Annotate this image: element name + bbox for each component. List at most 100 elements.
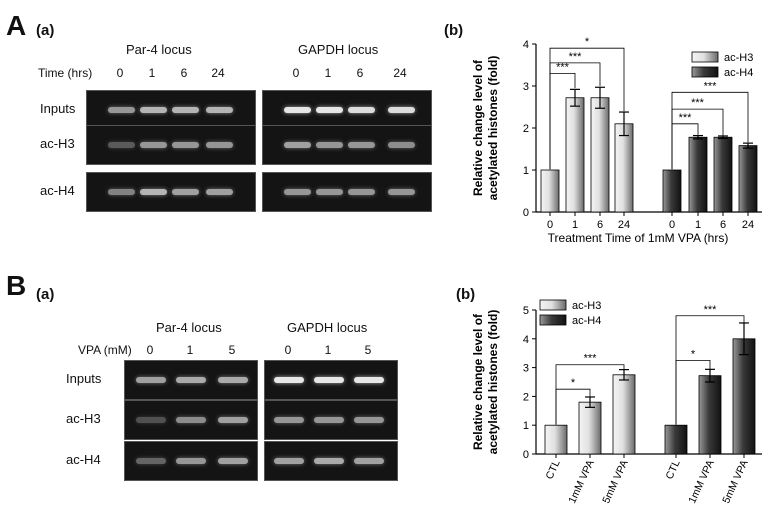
bar bbox=[612, 374, 636, 455]
gel-a-locus-1: Par-4 locus bbox=[126, 42, 192, 57]
panel-b-sub-a: (a) bbox=[36, 286, 55, 303]
gel-band bbox=[171, 107, 199, 113]
significance-bracket bbox=[675, 315, 745, 425]
bar bbox=[732, 338, 756, 455]
gel-strip bbox=[264, 441, 398, 481]
lane-label: 0 bbox=[292, 66, 300, 80]
legend-swatch bbox=[691, 51, 719, 63]
y-tick-label: 3 bbox=[523, 81, 529, 93]
gel-band bbox=[171, 189, 199, 195]
lane-label: 0 bbox=[284, 343, 292, 357]
legend-label: ac-H3 bbox=[572, 300, 601, 312]
lane-label: 5 bbox=[364, 343, 372, 357]
gel-band bbox=[205, 142, 233, 148]
legend-label: ac-H3 bbox=[724, 52, 753, 64]
bar bbox=[664, 424, 688, 455]
gel-band bbox=[274, 377, 304, 383]
y-tick-label: 5 bbox=[523, 305, 529, 317]
gel-b-locus-1: Par-4 locus bbox=[156, 320, 222, 335]
row-label: Inputs bbox=[66, 371, 102, 386]
x-axis-label: Treatment Time of 1mM VPA (hrs) bbox=[548, 231, 729, 245]
x-tick-label: 1 bbox=[572, 219, 578, 231]
x-tick-label: 24 bbox=[618, 219, 630, 231]
y-axis-label: Relative change level ofacetylated histo… bbox=[471, 56, 500, 201]
legend-label: ac-H4 bbox=[572, 315, 601, 327]
x-tick-label: 5mM VPA bbox=[600, 458, 631, 505]
legend-swatch bbox=[539, 314, 567, 326]
gel-band bbox=[176, 458, 206, 464]
bar bbox=[544, 424, 568, 455]
x-tick-label: 24 bbox=[742, 219, 754, 231]
row-label: ac-H3 bbox=[66, 411, 101, 426]
y-tick-label: 1 bbox=[523, 420, 529, 432]
gel-b-vpa-label: VPA (mM) bbox=[78, 343, 132, 357]
x-tick-label: 5mM VPA bbox=[720, 458, 751, 505]
gel-band bbox=[136, 417, 166, 423]
gel-band bbox=[274, 417, 304, 423]
bar bbox=[540, 169, 560, 213]
gel-band bbox=[354, 417, 384, 423]
bar bbox=[698, 375, 722, 455]
gel-strip bbox=[124, 360, 258, 400]
y-tick-label: 0 bbox=[523, 449, 529, 461]
gel-band bbox=[314, 458, 344, 464]
row-label: ac-H3 bbox=[40, 136, 75, 151]
gel-band bbox=[315, 107, 343, 113]
panel-b-letter: B bbox=[6, 270, 27, 301]
gel-a-locus-2: GAPDH locus bbox=[298, 42, 379, 57]
significance-bracket bbox=[671, 91, 749, 170]
lane-label: 1 bbox=[148, 66, 156, 80]
row-label: ac-H4 bbox=[66, 452, 101, 467]
lane-label: 0 bbox=[116, 66, 124, 80]
significance-star: *** bbox=[584, 353, 598, 365]
x-tick-label: 1mM VPA bbox=[566, 458, 597, 505]
gel-strip bbox=[124, 441, 258, 481]
panel-b-sub-b: (b) bbox=[456, 286, 476, 303]
gel-strip bbox=[86, 90, 256, 130]
gel-band bbox=[218, 417, 248, 423]
gel-strip bbox=[86, 125, 256, 165]
x-tick-label: 6 bbox=[597, 219, 603, 231]
gel-band bbox=[283, 107, 311, 113]
gel-band bbox=[314, 417, 344, 423]
gel-band bbox=[387, 107, 415, 113]
x-tick-label: 0 bbox=[669, 219, 675, 231]
row-label: ac-H4 bbox=[40, 183, 75, 198]
gel-strip bbox=[264, 400, 398, 440]
bar bbox=[688, 136, 708, 213]
significance-star: *** bbox=[704, 304, 718, 316]
x-tick-label: 6 bbox=[720, 219, 726, 231]
bar bbox=[738, 145, 758, 213]
x-tick-label: CTL bbox=[663, 458, 682, 481]
significance-star: *** bbox=[569, 51, 583, 63]
bar bbox=[614, 123, 634, 213]
significance-star: *** bbox=[556, 61, 570, 73]
gel-band bbox=[283, 142, 311, 148]
gel-band bbox=[218, 458, 248, 464]
gel-band bbox=[205, 107, 233, 113]
gel-band bbox=[139, 107, 167, 113]
lane-label: 5 bbox=[228, 343, 236, 357]
lane-label: 1 bbox=[324, 66, 332, 80]
panel-a-letter: A bbox=[6, 10, 27, 41]
gel-band bbox=[176, 417, 206, 423]
x-tick-label: 1 bbox=[695, 219, 701, 231]
gel-band bbox=[347, 189, 375, 195]
bar bbox=[565, 97, 585, 213]
lane-label: 1 bbox=[324, 343, 332, 357]
significance-star: * bbox=[585, 36, 590, 48]
gel-band bbox=[176, 377, 206, 383]
gel-b-locus-2: GAPDH locus bbox=[287, 320, 368, 335]
lane-label: 6 bbox=[180, 66, 188, 80]
gel-strip bbox=[264, 360, 398, 400]
gel-band bbox=[314, 377, 344, 383]
chart-a: 0 1 2 3 4 Relative change level ofacetylated … bbox=[471, 36, 762, 245]
significance-star: *** bbox=[691, 97, 705, 109]
bar bbox=[578, 401, 602, 455]
gel-band bbox=[136, 458, 166, 464]
legend-swatch bbox=[691, 66, 719, 78]
gel-band bbox=[139, 189, 167, 195]
x-tick-label: CTL bbox=[543, 458, 562, 481]
gel-a-time-label: Time (hrs) bbox=[38, 66, 93, 80]
significance-star: * bbox=[571, 377, 576, 389]
